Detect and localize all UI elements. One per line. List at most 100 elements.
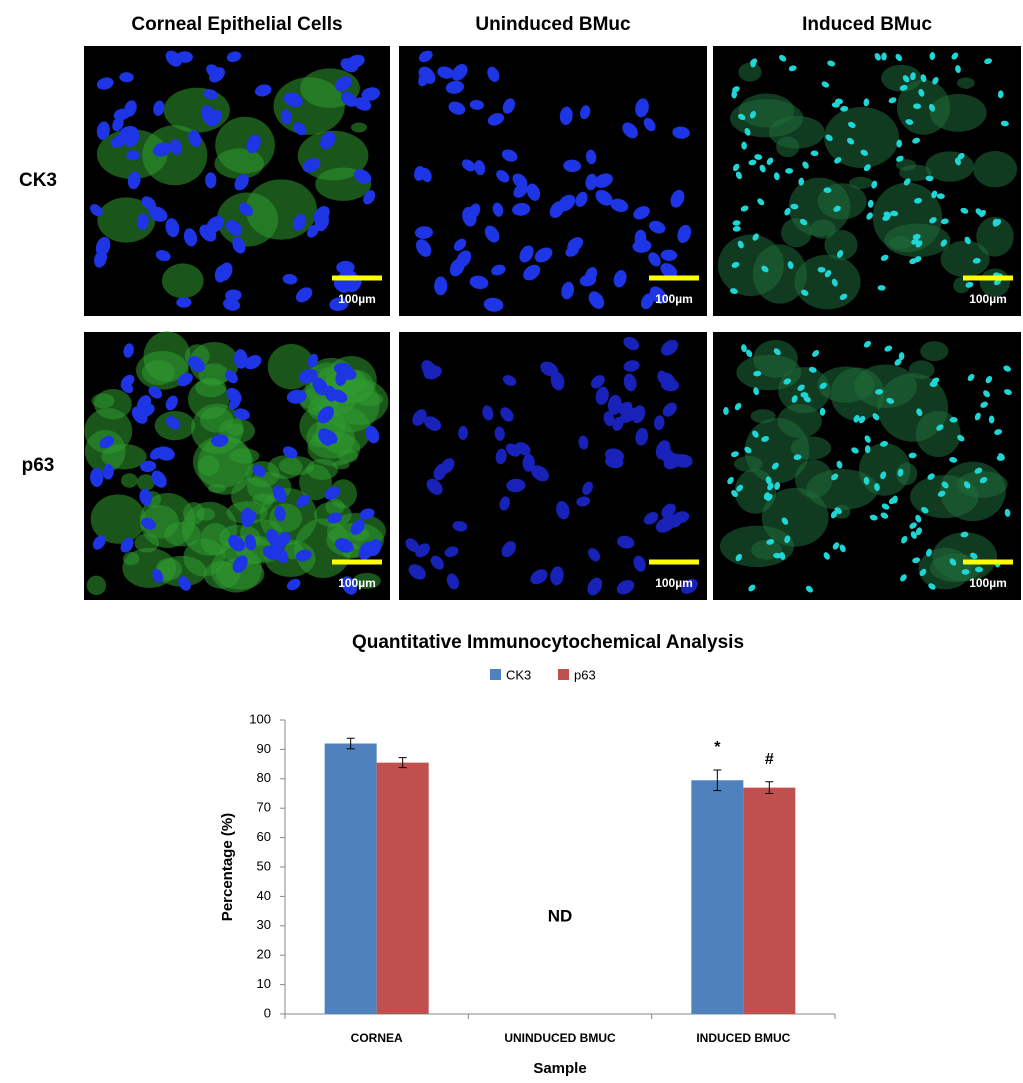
nucleus <box>240 507 255 528</box>
nucleus <box>765 476 772 485</box>
nucleus <box>588 547 600 562</box>
nucleus <box>440 458 455 474</box>
nucleus <box>731 261 740 268</box>
nucleus <box>126 150 141 161</box>
nucleus <box>783 378 792 385</box>
nucleus <box>979 476 988 484</box>
nucleus <box>418 50 433 63</box>
cytoplasm <box>872 182 943 253</box>
annotation: * <box>714 739 721 756</box>
scale-bar-label: 100µm <box>655 576 693 590</box>
nucleus <box>188 356 205 373</box>
scale-bar-label: 100µm <box>969 576 1007 590</box>
nucleus <box>445 80 465 94</box>
nucleus <box>681 578 698 594</box>
nucleus <box>660 249 678 261</box>
nucleus <box>582 481 593 496</box>
nucleus <box>929 52 936 61</box>
y-tick-label: 60 <box>257 829 271 844</box>
y-tick-label: 20 <box>257 947 271 962</box>
nucleus <box>302 158 321 173</box>
nucleus <box>864 445 871 454</box>
cytoplasm <box>332 460 350 470</box>
nucleus <box>153 100 165 116</box>
nucleus <box>832 542 840 550</box>
nucleus <box>732 220 741 226</box>
nucleus <box>494 426 505 441</box>
nucleus <box>456 250 472 268</box>
nucleus <box>120 381 134 394</box>
nucleus <box>863 476 870 485</box>
micrograph: 100µm <box>84 331 390 600</box>
nucleus <box>798 177 805 186</box>
y-axis-label: Percentage (%) <box>219 813 236 921</box>
nucleus <box>623 336 640 351</box>
cytoplasm <box>794 459 833 499</box>
nucleus <box>872 413 880 421</box>
nucleus <box>963 481 971 489</box>
nucleus <box>908 452 917 459</box>
nucleus <box>1003 365 1011 372</box>
nucleus <box>960 207 969 214</box>
nucleus <box>797 384 805 392</box>
nucleus <box>313 206 330 224</box>
cytoplasm <box>121 473 138 488</box>
nucleus <box>731 490 738 498</box>
cytoplasm <box>778 367 831 414</box>
bar <box>743 787 796 1014</box>
nucleus <box>244 355 262 370</box>
nucleus <box>359 508 375 520</box>
cytoplasm <box>84 408 133 454</box>
nucleus <box>744 128 751 136</box>
cytoplasm <box>824 229 858 261</box>
nucleus <box>610 198 629 213</box>
nucleus <box>723 407 729 416</box>
cytoplasm <box>352 572 381 589</box>
nucleus <box>884 345 893 352</box>
nucleus <box>616 580 635 595</box>
nucleus <box>866 212 873 220</box>
nucleus <box>205 172 217 189</box>
cytoplasm <box>134 533 160 553</box>
cytoplasm <box>810 219 836 239</box>
nucleus <box>94 250 107 268</box>
nucleus <box>512 173 528 189</box>
nucleus <box>823 187 832 194</box>
nucleus <box>661 503 676 518</box>
cytoplasm <box>761 487 829 547</box>
nucleus <box>418 72 430 87</box>
nucleus <box>875 389 884 395</box>
nucleus <box>784 207 791 216</box>
y-tick-label: 40 <box>257 888 271 903</box>
nucleus <box>731 90 738 99</box>
nucleus <box>831 473 839 481</box>
nucleus <box>860 149 869 156</box>
nucleus <box>228 534 245 552</box>
nucleus <box>754 154 763 160</box>
nucleus <box>949 456 958 463</box>
nucleus <box>201 105 216 125</box>
nucleus <box>92 535 106 550</box>
nucleus <box>808 366 817 373</box>
nucleus <box>228 396 241 410</box>
annotation: ND <box>548 906 573 925</box>
nucleus <box>426 478 443 495</box>
nucleus <box>293 122 307 136</box>
nucleus <box>262 545 281 560</box>
nucleus <box>99 435 115 449</box>
nucleus <box>587 577 603 596</box>
nucleus <box>632 239 652 253</box>
nucleus <box>617 535 635 549</box>
nucleus <box>585 173 598 191</box>
nucleus <box>929 217 937 224</box>
nucleus <box>461 159 476 172</box>
nucleus <box>531 465 549 482</box>
nucleus <box>635 427 649 446</box>
nucleus <box>595 189 613 206</box>
nucleus <box>929 381 938 387</box>
nucleus <box>837 250 844 258</box>
nucleus <box>984 58 993 65</box>
nucleus <box>336 260 355 274</box>
nucleus <box>753 387 759 396</box>
nucleus <box>819 407 826 416</box>
